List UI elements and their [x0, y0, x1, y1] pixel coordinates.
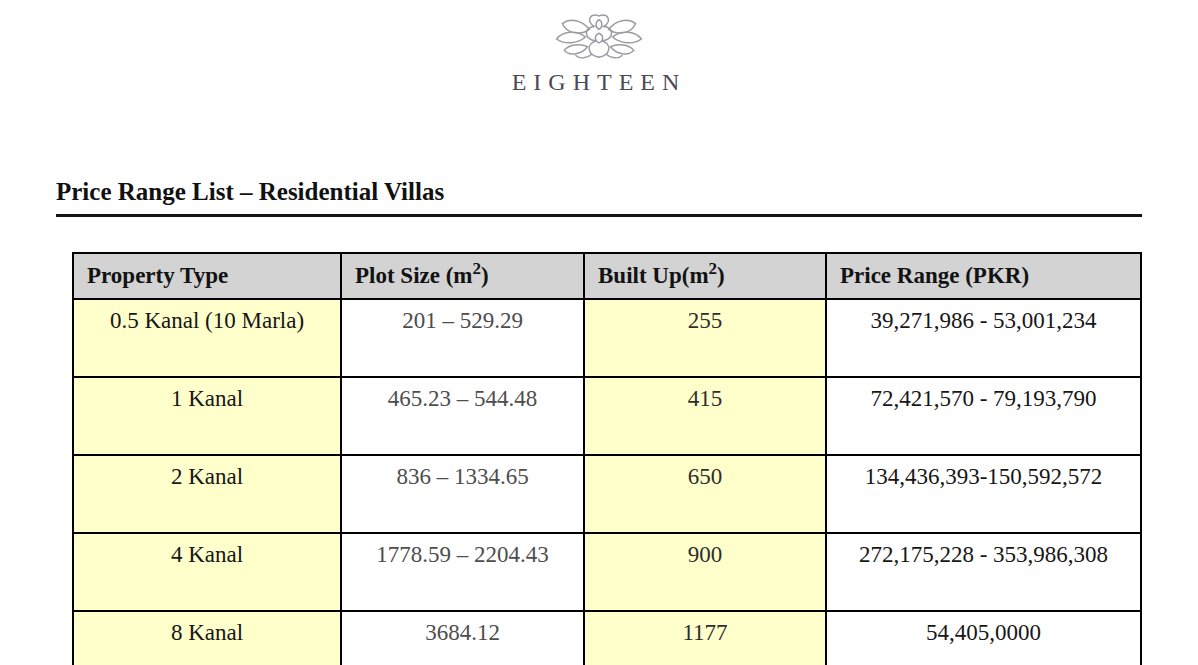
cell-built-up: 900	[584, 533, 826, 611]
table-row: 2 Kanal 836 – 1334.65 650 134,436,393-15…	[73, 455, 1141, 533]
header-price-range: Price Range (PKR)	[826, 253, 1141, 299]
cell-property-type: 0.5 Kanal (10 Marla)	[73, 299, 341, 377]
cell-property-type: 8 Kanal	[73, 611, 341, 665]
cell-property-type: 4 Kanal	[73, 533, 341, 611]
cell-built-up: 650	[584, 455, 826, 533]
table-row: 8 Kanal 3684.12 1177 54,405,0000	[73, 611, 1141, 665]
price-range-table: Property Type Plot Size (m2) Built Up(m2…	[72, 252, 1142, 665]
cell-plot-size: 465.23 – 544.48	[341, 377, 584, 455]
eighteen-emblem-icon	[551, 12, 647, 66]
header-plot-size: Plot Size (m2)	[341, 253, 584, 299]
cell-price-range: 39,271,986 - 53,001,234	[826, 299, 1141, 377]
table-row: 0.5 Kanal (10 Marla) 201 – 529.29 255 39…	[73, 299, 1141, 377]
cell-price-range: 272,175,228 - 353,986,308	[826, 533, 1141, 611]
page-title: Price Range List – Residential Villas	[56, 178, 1142, 206]
cell-plot-size: 836 – 1334.65	[341, 455, 584, 533]
cell-plot-size: 201 – 529.29	[341, 299, 584, 377]
cell-price-range: 54,405,0000	[826, 611, 1141, 665]
header-built-up: Built Up(m2)	[584, 253, 826, 299]
cell-plot-size: 3684.12	[341, 611, 584, 665]
squared-superscript: 2	[473, 259, 482, 278]
title-block: Price Range List – Residential Villas	[56, 178, 1142, 217]
brand-logo: EIGHTEEN	[0, 12, 1198, 96]
cell-built-up: 1177	[584, 611, 826, 665]
cell-built-up: 415	[584, 377, 826, 455]
cell-built-up: 255	[584, 299, 826, 377]
table-header-row: Property Type Plot Size (m2) Built Up(m2…	[73, 253, 1141, 299]
cell-price-range: 72,421,570 - 79,193,790	[826, 377, 1141, 455]
cell-plot-size: 1778.59 – 2204.43	[341, 533, 584, 611]
cell-property-type: 1 Kanal	[73, 377, 341, 455]
cell-property-type: 2 Kanal	[73, 455, 341, 533]
header-property-type: Property Type	[73, 253, 341, 299]
brand-wordmark: EIGHTEEN	[0, 69, 1198, 96]
table-row: 4 Kanal 1778.59 – 2204.43 900 272,175,22…	[73, 533, 1141, 611]
table-row: 1 Kanal 465.23 – 544.48 415 72,421,570 -…	[73, 377, 1141, 455]
cell-price-range: 134,436,393-150,592,572	[826, 455, 1141, 533]
squared-superscript: 2	[709, 259, 718, 278]
